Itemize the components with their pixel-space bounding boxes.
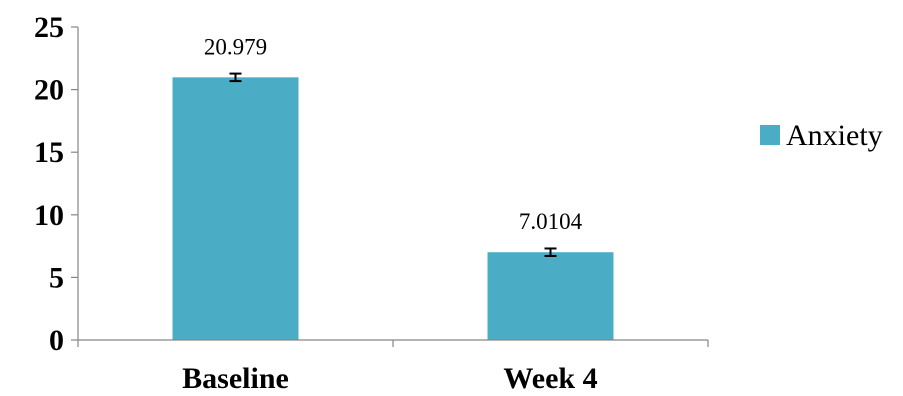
y-tick-label: 10	[34, 199, 64, 232]
y-tick-label: 15	[34, 136, 64, 169]
bar	[487, 252, 614, 340]
y-axis: 0 5 10 15 20 25	[34, 11, 79, 357]
y-tick-label: 0	[49, 324, 64, 357]
bar	[172, 77, 299, 340]
legend-swatch	[760, 125, 780, 145]
y-tick-label: 25	[34, 11, 64, 44]
x-tick-label: Baseline	[182, 362, 289, 395]
bar-series: 20.979 7.0104	[172, 34, 614, 340]
data-label: 20.979	[204, 34, 267, 59]
data-label: 7.0104	[519, 209, 583, 234]
x-tick-label: Week 4	[503, 362, 597, 395]
legend-label: Anxiety	[786, 119, 883, 152]
legend: Anxiety	[760, 119, 883, 152]
x-axis: Baseline Week 4	[77, 339, 709, 395]
y-tick-label: 20	[34, 74, 64, 107]
y-tick-label: 5	[49, 261, 64, 294]
